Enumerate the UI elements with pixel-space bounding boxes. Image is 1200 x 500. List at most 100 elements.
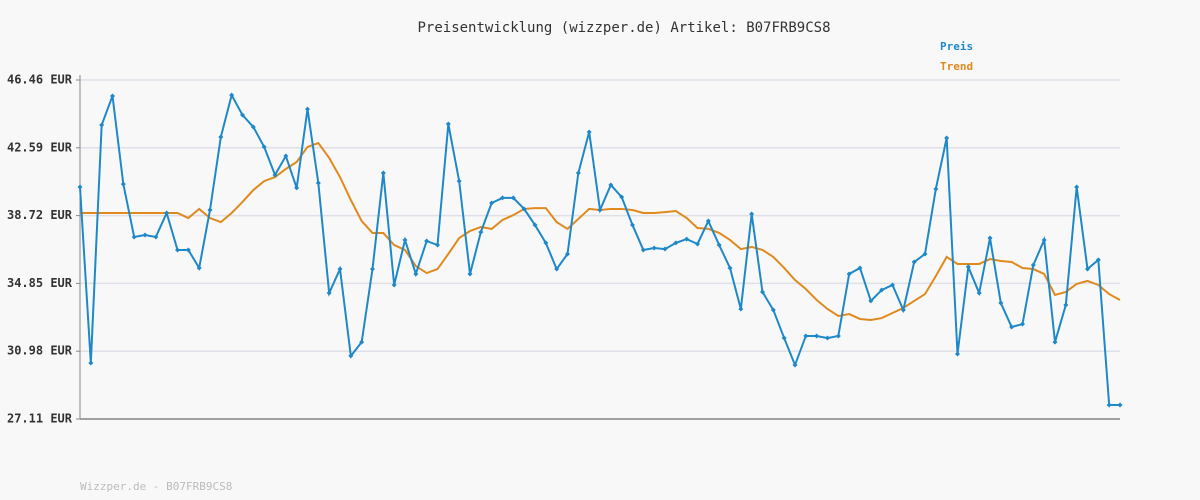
point-marker	[185, 247, 191, 253]
point-marker	[803, 333, 809, 339]
point-marker	[933, 186, 939, 192]
point-marker	[619, 194, 625, 200]
point-marker	[911, 259, 917, 265]
point-marker	[250, 124, 256, 130]
point-marker	[640, 247, 646, 253]
point-marker	[261, 144, 267, 150]
point-marker	[283, 153, 289, 159]
point-marker	[456, 178, 462, 184]
point-marker	[543, 240, 549, 246]
y-tick-label: 30.98 EUR	[7, 344, 73, 358]
point-marker	[1052, 339, 1058, 345]
point-marker	[337, 266, 343, 272]
point-marker	[478, 229, 484, 235]
point-marker	[770, 307, 776, 313]
point-marker	[586, 129, 592, 135]
point-marker	[391, 282, 397, 288]
point-marker	[684, 236, 690, 242]
point-marker	[359, 339, 365, 345]
point-marker	[976, 290, 982, 296]
point-marker	[868, 298, 874, 304]
point-marker	[727, 265, 733, 271]
point-marker	[1074, 184, 1080, 190]
point-marker	[749, 211, 755, 217]
point-marker	[142, 232, 148, 238]
point-marker	[781, 335, 787, 341]
point-marker	[695, 241, 700, 247]
y-tick-label: 42.59 EUR	[7, 140, 73, 154]
point-marker	[348, 353, 354, 359]
y-tick-label: 46.46 EUR	[7, 73, 73, 87]
point-marker	[370, 266, 375, 272]
point-marker	[705, 218, 711, 224]
point-marker	[218, 134, 224, 140]
point-marker	[413, 271, 419, 277]
point-marker	[153, 234, 159, 240]
point-marker	[608, 182, 614, 188]
point-marker	[955, 351, 960, 357]
point-marker	[597, 207, 603, 213]
y-tick-label: 38.72 EUR	[7, 208, 73, 222]
point-marker	[738, 306, 744, 312]
point-marker	[120, 181, 126, 187]
series-line	[79, 92, 1120, 406]
point-marker	[315, 180, 321, 186]
point-marker	[305, 106, 310, 112]
point-marker	[814, 333, 820, 339]
point-marker	[77, 184, 83, 190]
point-marker	[987, 235, 993, 241]
point-marker	[565, 251, 570, 257]
point-marker	[1117, 402, 1123, 408]
point-marker	[380, 170, 386, 176]
point-marker	[965, 264, 971, 270]
point-marker	[272, 172, 278, 178]
point-marker	[196, 265, 202, 271]
point-marker	[835, 333, 841, 339]
point-marker	[207, 207, 213, 213]
point-marker	[825, 335, 830, 341]
point-marker	[554, 266, 560, 272]
point-marker	[857, 265, 863, 271]
point-marker	[998, 300, 1004, 306]
point-marker	[1041, 237, 1047, 243]
point-marker	[1030, 262, 1036, 268]
legend-label: Trend	[940, 60, 973, 73]
point-marker	[500, 195, 505, 201]
point-marker	[673, 240, 679, 246]
point-marker	[890, 282, 895, 288]
point-marker	[435, 242, 440, 248]
point-marker	[879, 287, 885, 293]
y-tick-label: 27.11 EUR	[7, 412, 73, 426]
footer: Wizzper.de - B07FRB9CS8	[80, 480, 232, 493]
point-marker	[131, 234, 137, 240]
point-marker	[467, 271, 473, 277]
point-marker	[575, 170, 581, 176]
point-marker	[164, 210, 170, 216]
point-marker	[99, 122, 105, 128]
point-marker	[402, 237, 408, 243]
point-marker	[1106, 402, 1112, 408]
point-marker	[240, 112, 245, 118]
legend-label: Preis	[940, 40, 973, 53]
point-marker	[1063, 302, 1069, 308]
point-marker	[110, 93, 115, 99]
series-line	[80, 141, 1121, 322]
point-marker	[662, 246, 668, 252]
point-marker	[88, 360, 94, 366]
chart-title: Preisentwicklung (wizzper.de) Artikel: B…	[417, 20, 830, 36]
point-marker	[175, 247, 180, 253]
point-marker	[1009, 324, 1015, 330]
point-marker	[846, 271, 852, 277]
point-marker	[445, 121, 451, 127]
point-marker	[922, 251, 928, 257]
point-marker	[532, 222, 538, 228]
point-marker	[521, 206, 527, 212]
point-marker	[792, 362, 798, 368]
point-marker	[424, 238, 430, 244]
point-marker	[716, 242, 722, 248]
point-marker	[489, 200, 495, 206]
point-marker	[229, 92, 235, 98]
point-marker	[651, 245, 657, 251]
